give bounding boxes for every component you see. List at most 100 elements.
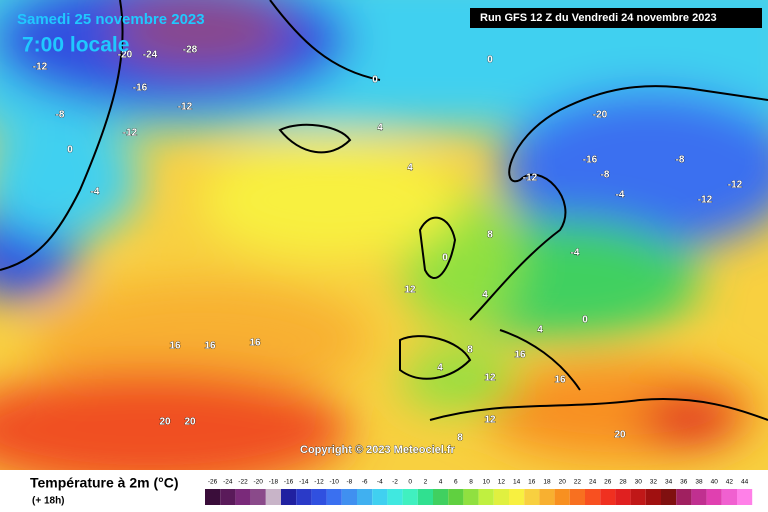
scale-swatch [220, 489, 236, 505]
contour-label: 4 [407, 163, 413, 174]
contour-label: 0 [372, 75, 378, 86]
scale-label: -14 [299, 479, 309, 486]
scale-label: 8 [469, 479, 473, 486]
scale-swatch [250, 489, 266, 505]
scale-swatch [691, 489, 707, 505]
legend-title: Température à 2m (°C) [30, 475, 179, 491]
scale-swatch [326, 489, 342, 505]
contour-label: 16 [169, 341, 181, 352]
scale-swatch [539, 489, 555, 505]
scale-swatch [372, 489, 388, 505]
scale-label: 16 [528, 479, 536, 486]
scale-label: 6 [454, 479, 458, 486]
legend-lead: (+ 18h) [32, 496, 65, 507]
scale-label: -2 [392, 479, 398, 486]
scale-swatch [661, 489, 677, 505]
contour-label: -8 [601, 170, 610, 181]
scale-label: -10 [329, 479, 339, 486]
contour-label: 12 [484, 415, 496, 426]
scale-swatch [600, 489, 616, 505]
temperature-field [0, 0, 768, 490]
scale-swatch [706, 489, 722, 505]
scale-label: -12 [314, 479, 324, 486]
scale-label: 22 [574, 479, 582, 486]
scale-swatch [615, 489, 631, 505]
scale-swatch [402, 489, 418, 505]
scale-label: -18 [269, 479, 279, 486]
contour-label: -28 [183, 45, 198, 56]
contour-label: -4 [571, 248, 580, 259]
contour-label: -8 [676, 155, 685, 166]
contour-labels: -28 -24 -20 -16 -12 -12 -12 -8 -4 0 0 0 4 4 -4 -8 -12 -16… [32, 44, 743, 444]
contour-label: 4 [437, 363, 443, 374]
scale-label: 36 [680, 479, 688, 486]
contour-label: 16 [204, 341, 216, 352]
contour-label: -12 [123, 128, 138, 139]
contour-label: 0 [67, 145, 73, 156]
scale-label: -22 [238, 479, 248, 486]
scale-swatch [493, 489, 509, 505]
scale-swatch [630, 489, 646, 505]
coastlines [0, 0, 768, 421]
contour-label: -4 [91, 187, 100, 198]
scale-swatch [676, 489, 692, 505]
contour-label: 12 [484, 373, 496, 384]
scale-swatch [645, 489, 661, 505]
contour-label: -12 [178, 102, 193, 113]
scale-label: 14 [513, 479, 521, 486]
scale-swatch [341, 489, 357, 505]
scale-label: 4 [439, 479, 443, 486]
scale-label: 12 [498, 479, 506, 486]
scale-swatch [311, 489, 327, 505]
contour-label: -20 [118, 50, 133, 61]
contour-label: 8 [487, 230, 493, 241]
scale-label: 20 [559, 479, 567, 486]
contour-label: 0 [487, 55, 493, 66]
scale-label: 32 [650, 479, 658, 486]
color-scale: -26 -24 -22 -20 -18 -16 -14 -12 -10 -8 -6 -4 -2 0 2 4 6 8… [205, 479, 753, 505]
contour-label: 12 [404, 285, 416, 296]
contour-label: -12 [698, 195, 713, 206]
scale-label: 10 [483, 479, 491, 486]
scale-swatch [509, 489, 525, 505]
scale-swatch [235, 489, 251, 505]
scale-label: 24 [589, 479, 597, 486]
scale-label: 30 [635, 479, 643, 486]
scale-label: -16 [284, 479, 294, 486]
contour-label: -12 [33, 62, 48, 73]
scale-swatch [281, 489, 297, 505]
contour-label: -20 [593, 110, 608, 121]
scale-swatch [433, 489, 449, 505]
scale-label: 42 [726, 479, 734, 486]
scale-label: -4 [377, 479, 383, 486]
run-box [470, 8, 762, 28]
scale-swatch [387, 489, 403, 505]
contour-label: -16 [133, 83, 148, 94]
scale-swatch [448, 489, 464, 505]
contour-label: -12 [728, 180, 743, 191]
scale-swatch [417, 489, 433, 505]
scale-swatch [205, 489, 221, 505]
scale-label: 38 [695, 479, 703, 486]
contour-label: -12 [523, 173, 538, 184]
contour-label: 16 [554, 375, 566, 386]
contour-label: -24 [143, 50, 158, 61]
scale-label: -24 [223, 479, 233, 486]
scale-label: -8 [347, 479, 353, 486]
scale-swatch [721, 489, 737, 505]
scale-swatch [463, 489, 479, 505]
scale-label: -20 [253, 479, 263, 486]
contour-label: 0 [442, 253, 448, 264]
scale-swatch [357, 489, 373, 505]
contour-label: 8 [467, 345, 473, 356]
run-info: Run GFS 12 Z du Vendredi 24 novembre 202… [480, 12, 717, 24]
time-title: 7:00 locale [22, 34, 129, 57]
scale-swatch [569, 489, 585, 505]
contour-label: 8 [457, 433, 463, 444]
scale-swatch [524, 489, 540, 505]
contour-label: 20 [184, 417, 196, 428]
contour-label: -16 [583, 155, 598, 166]
contour-label: -8 [56, 110, 65, 121]
copyright: Copyright © 2023 Meteociel.fr [300, 444, 456, 456]
